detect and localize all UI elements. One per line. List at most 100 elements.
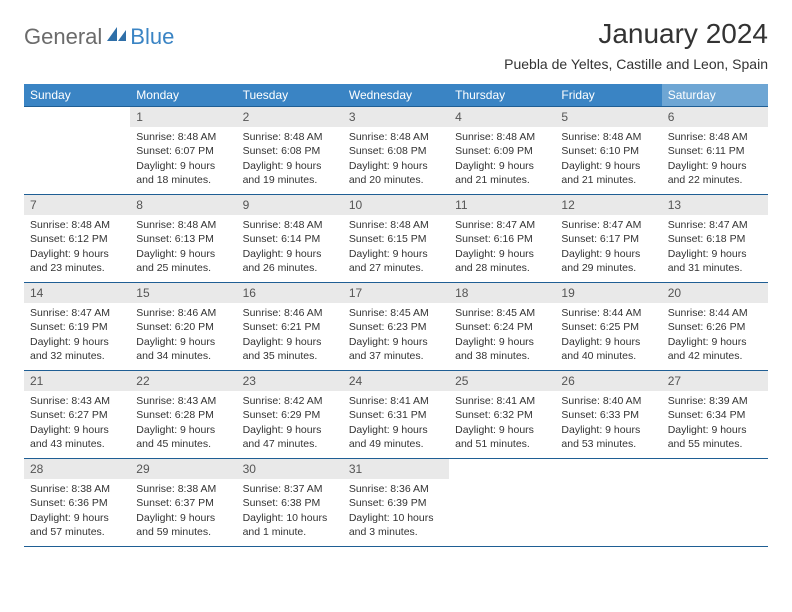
day-detail-line: Sunrise: 8:45 AM <box>455 306 549 320</box>
calendar-day-cell: 25Sunrise: 8:41 AMSunset: 6:32 PMDayligh… <box>449 371 555 459</box>
day-detail-line: Daylight: 9 hours <box>30 335 124 349</box>
day-detail-line: Daylight: 9 hours <box>30 423 124 437</box>
dayname-wednesday: Wednesday <box>343 84 449 107</box>
day-detail-line: and 1 minute. <box>243 525 337 539</box>
day-number: 7 <box>24 195 130 215</box>
day-detail-line: Sunset: 6:16 PM <box>455 232 549 246</box>
day-detail-line: Sunrise: 8:40 AM <box>561 394 655 408</box>
calendar-day-cell: 8Sunrise: 8:48 AMSunset: 6:13 PMDaylight… <box>130 195 236 283</box>
day-detail-line: and 47 minutes. <box>243 437 337 451</box>
day-detail-line: Daylight: 9 hours <box>561 247 655 261</box>
day-detail-line: Daylight: 9 hours <box>136 247 230 261</box>
day-detail-line: Sunrise: 8:48 AM <box>136 130 230 144</box>
location-subtitle: Puebla de Yeltes, Castille and Leon, Spa… <box>504 56 768 72</box>
day-detail-line: Sunset: 6:14 PM <box>243 232 337 246</box>
calendar-day-cell: 4Sunrise: 8:48 AMSunset: 6:09 PMDaylight… <box>449 107 555 195</box>
dayname-friday: Friday <box>555 84 661 107</box>
day-detail-line: Daylight: 9 hours <box>668 423 762 437</box>
day-detail-line: and 32 minutes. <box>30 349 124 363</box>
dayname-tuesday: Tuesday <box>237 84 343 107</box>
day-detail-line: and 22 minutes. <box>668 173 762 187</box>
day-number: 30 <box>237 459 343 479</box>
day-detail-line: Daylight: 9 hours <box>561 159 655 173</box>
day-detail-line: and 51 minutes. <box>455 437 549 451</box>
calendar-day-cell: 9Sunrise: 8:48 AMSunset: 6:14 PMDaylight… <box>237 195 343 283</box>
calendar-day-cell: 29Sunrise: 8:38 AMSunset: 6:37 PMDayligh… <box>130 459 236 547</box>
calendar-day-cell <box>555 459 661 547</box>
calendar-day-cell <box>662 459 768 547</box>
day-detail-line: and 35 minutes. <box>243 349 337 363</box>
day-detail-line: Sunset: 6:10 PM <box>561 144 655 158</box>
day-detail-line: Sunrise: 8:38 AM <box>136 482 230 496</box>
dayname-saturday: Saturday <box>662 84 768 107</box>
day-detail-line: Sunrise: 8:48 AM <box>243 218 337 232</box>
day-detail-line: and 3 minutes. <box>349 525 443 539</box>
calendar-day-cell: 2Sunrise: 8:48 AMSunset: 6:08 PMDaylight… <box>237 107 343 195</box>
calendar-day-cell: 21Sunrise: 8:43 AMSunset: 6:27 PMDayligh… <box>24 371 130 459</box>
day-detail-line: Sunset: 6:21 PM <box>243 320 337 334</box>
calendar-day-cell: 10Sunrise: 8:48 AMSunset: 6:15 PMDayligh… <box>343 195 449 283</box>
day-detail-line: Sunset: 6:13 PM <box>136 232 230 246</box>
day-number: 29 <box>130 459 236 479</box>
day-detail-line: Daylight: 9 hours <box>455 247 549 261</box>
calendar-day-cell: 18Sunrise: 8:45 AMSunset: 6:24 PMDayligh… <box>449 283 555 371</box>
day-detail-line: and 28 minutes. <box>455 261 549 275</box>
day-detail-line: and 43 minutes. <box>30 437 124 451</box>
day-detail-line: and 19 minutes. <box>243 173 337 187</box>
day-detail-line: Daylight: 9 hours <box>668 159 762 173</box>
day-detail-line: and 38 minutes. <box>455 349 549 363</box>
calendar-day-cell: 19Sunrise: 8:44 AMSunset: 6:25 PMDayligh… <box>555 283 661 371</box>
day-number: 14 <box>24 283 130 303</box>
day-number: 31 <box>343 459 449 479</box>
day-detail-line: Sunset: 6:09 PM <box>455 144 549 158</box>
day-detail-line: Sunrise: 8:48 AM <box>30 218 124 232</box>
day-detail-line: and 59 minutes. <box>136 525 230 539</box>
day-number: 15 <box>130 283 236 303</box>
day-detail-line: Sunset: 6:33 PM <box>561 408 655 422</box>
day-detail-line: Sunset: 6:31 PM <box>349 408 443 422</box>
day-detail-line: Sunset: 6:23 PM <box>349 320 443 334</box>
day-detail-line: Sunrise: 8:44 AM <box>668 306 762 320</box>
day-detail-line: Sunset: 6:20 PM <box>136 320 230 334</box>
day-detail-line: and 57 minutes. <box>30 525 124 539</box>
day-detail-line: and 42 minutes. <box>668 349 762 363</box>
day-number: 13 <box>662 195 768 215</box>
calendar-day-cell: 14Sunrise: 8:47 AMSunset: 6:19 PMDayligh… <box>24 283 130 371</box>
day-number: 6 <box>662 107 768 127</box>
calendar-day-cell: 15Sunrise: 8:46 AMSunset: 6:20 PMDayligh… <box>130 283 236 371</box>
day-number: 9 <box>237 195 343 215</box>
day-detail-line: Daylight: 9 hours <box>136 159 230 173</box>
calendar-day-cell: 22Sunrise: 8:43 AMSunset: 6:28 PMDayligh… <box>130 371 236 459</box>
day-detail-line: Sunset: 6:18 PM <box>668 232 762 246</box>
day-detail-line: Daylight: 9 hours <box>243 335 337 349</box>
day-detail-line: Sunset: 6:36 PM <box>30 496 124 510</box>
day-number: 20 <box>662 283 768 303</box>
day-detail-line: Daylight: 9 hours <box>136 511 230 525</box>
day-number: 8 <box>130 195 236 215</box>
day-detail-line: Sunrise: 8:48 AM <box>668 130 762 144</box>
day-detail-line: Daylight: 9 hours <box>668 335 762 349</box>
day-number: 4 <box>449 107 555 127</box>
calendar-day-cell: 26Sunrise: 8:40 AMSunset: 6:33 PMDayligh… <box>555 371 661 459</box>
dayname-monday: Monday <box>130 84 236 107</box>
day-detail-line: Sunset: 6:29 PM <box>243 408 337 422</box>
calendar-day-cell: 24Sunrise: 8:41 AMSunset: 6:31 PMDayligh… <box>343 371 449 459</box>
day-detail-line: and 37 minutes. <box>349 349 443 363</box>
calendar-day-cell: 13Sunrise: 8:47 AMSunset: 6:18 PMDayligh… <box>662 195 768 283</box>
day-detail-line: and 49 minutes. <box>349 437 443 451</box>
day-detail-line: Sunset: 6:15 PM <box>349 232 443 246</box>
day-detail-line: and 26 minutes. <box>243 261 337 275</box>
calendar-week-row: 14Sunrise: 8:47 AMSunset: 6:19 PMDayligh… <box>24 283 768 371</box>
day-number: 26 <box>555 371 661 391</box>
calendar-day-cell: 12Sunrise: 8:47 AMSunset: 6:17 PMDayligh… <box>555 195 661 283</box>
day-detail-line: and 27 minutes. <box>349 261 443 275</box>
day-detail-line: and 20 minutes. <box>349 173 443 187</box>
day-detail-line: Sunrise: 8:48 AM <box>349 218 443 232</box>
day-detail-line: Daylight: 9 hours <box>455 335 549 349</box>
day-detail-line: Sunset: 6:25 PM <box>561 320 655 334</box>
calendar-day-cell <box>24 107 130 195</box>
day-detail-line: Sunrise: 8:37 AM <box>243 482 337 496</box>
calendar-week-row: 28Sunrise: 8:38 AMSunset: 6:36 PMDayligh… <box>24 459 768 547</box>
calendar-day-cell: 11Sunrise: 8:47 AMSunset: 6:16 PMDayligh… <box>449 195 555 283</box>
day-number: 24 <box>343 371 449 391</box>
